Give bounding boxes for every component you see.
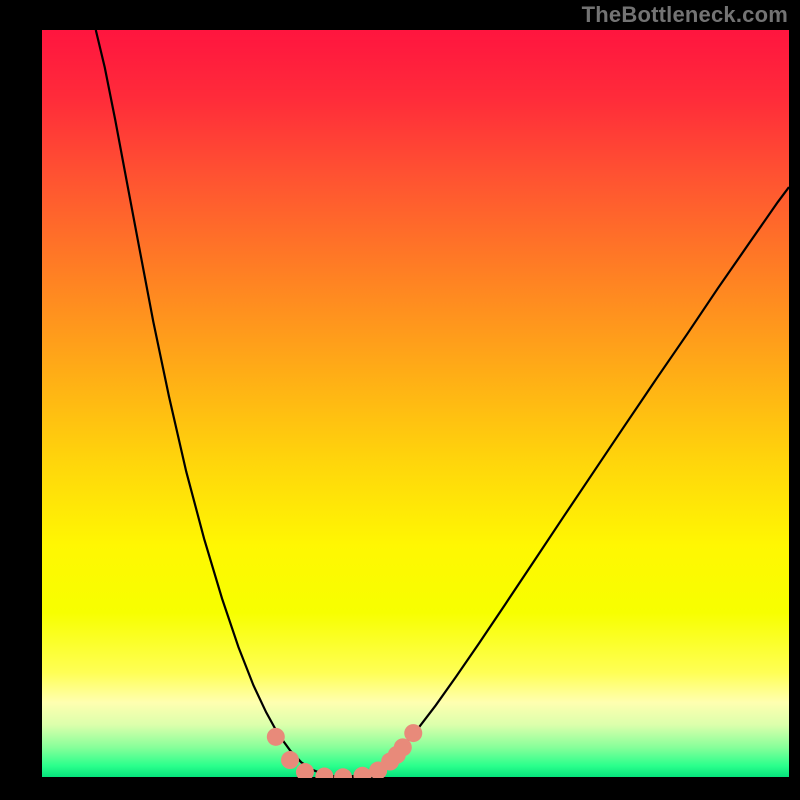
curve-layer [42, 30, 789, 778]
bottleneck-curve [96, 30, 789, 777]
plot-area [42, 30, 789, 778]
overlay-dot [281, 751, 299, 769]
overlay-dot [334, 768, 352, 778]
overlay-dot [267, 728, 285, 746]
overlay-dot [296, 763, 314, 778]
overlay-dots [267, 724, 422, 778]
chart-frame: TheBottleneck.com [0, 0, 800, 800]
overlay-dot [404, 724, 422, 742]
overlay-dot [315, 768, 333, 778]
watermark-text: TheBottleneck.com [582, 2, 788, 28]
overlay-dot [353, 767, 371, 778]
